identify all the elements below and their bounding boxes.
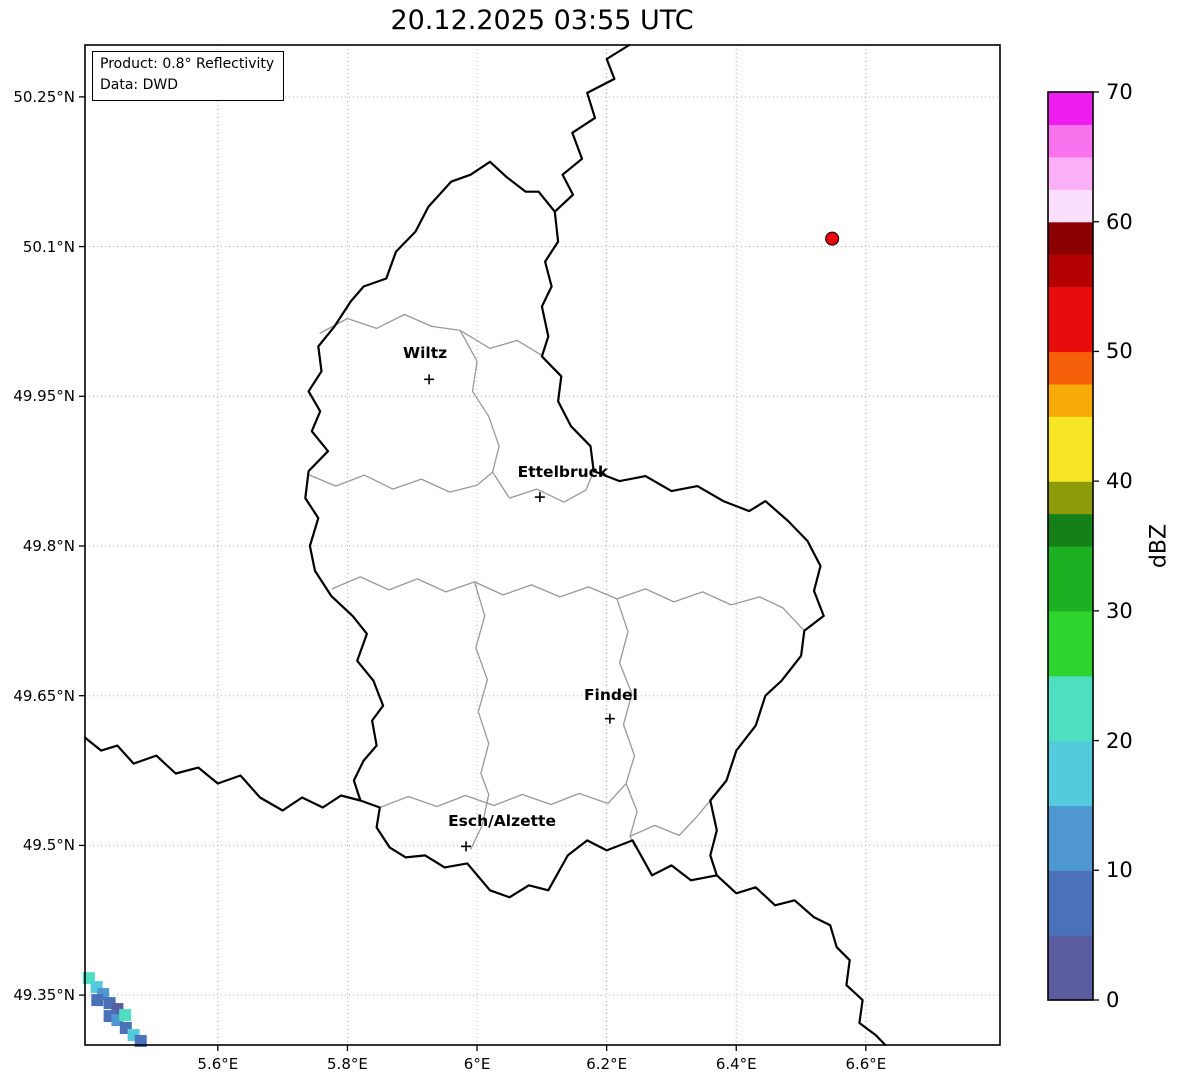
colorbar-band — [1048, 286, 1093, 353]
colorbar-band — [1048, 383, 1093, 417]
colorbar-band — [1048, 351, 1093, 385]
colorbar-band — [1048, 481, 1093, 515]
district-border — [470, 581, 490, 850]
radar-echo-cell — [119, 1009, 132, 1022]
district-border — [629, 800, 711, 837]
info-product-line: Product: 0.8° Reflectivity — [100, 56, 275, 72]
neighbor-country-border — [715, 874, 887, 1047]
colorbar-band — [1048, 92, 1093, 126]
colorbar-axis-label: dBZ — [1146, 523, 1172, 569]
radar-echo-cell — [91, 994, 104, 1007]
district-border — [459, 330, 511, 499]
district-border — [319, 313, 543, 356]
colorbar-band — [1048, 124, 1093, 158]
plot-frame — [84, 44, 1001, 1046]
radar-site-dot — [825, 231, 840, 246]
colorbar-band — [1048, 870, 1093, 936]
district-border — [379, 783, 627, 809]
colorbar-band — [1048, 675, 1093, 742]
radar-echo-cell — [134, 1035, 147, 1048]
figure-title: 20.12.2025 03:55 UTC — [390, 5, 694, 36]
colorbar-frame — [1047, 91, 1094, 1001]
colorbar-band — [1048, 610, 1093, 677]
neighbor-country-border — [553, 43, 631, 213]
colorbar-band — [1048, 189, 1093, 223]
colorbar-band — [1048, 416, 1093, 482]
district-border — [509, 470, 595, 503]
colorbar-band — [1048, 156, 1093, 190]
colorbar-band — [1048, 935, 1093, 1001]
district-border — [331, 576, 805, 632]
colorbar-band — [1048, 254, 1093, 288]
neighbor-country-border — [83, 736, 362, 812]
info-box: Product: 0.8° Reflectivity Data: DWD — [92, 51, 285, 101]
info-data-line: Data: DWD — [100, 77, 178, 93]
colorbar-band — [1048, 513, 1093, 547]
colorbar-band — [1048, 805, 1093, 871]
colorbar-band — [1048, 221, 1093, 255]
district-border — [307, 471, 494, 493]
colorbar-band — [1048, 740, 1093, 807]
luxembourg-border — [304, 160, 825, 899]
colorbar-band — [1048, 546, 1093, 612]
district-border — [616, 598, 638, 848]
